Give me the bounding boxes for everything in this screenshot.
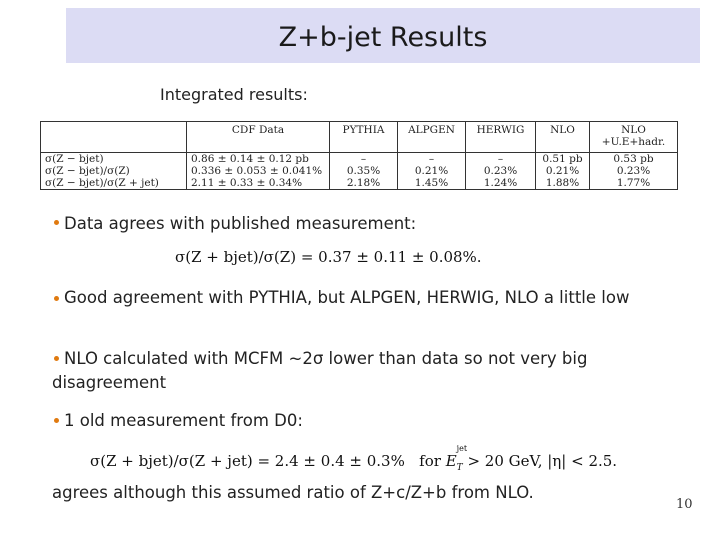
footer-text: agrees although this assumed ratio of Z+… bbox=[52, 483, 534, 502]
table-cell: 1.77% bbox=[589, 177, 678, 190]
table-row: σ(Z − bjet)/σ(Z + jet) 2.11 ± 0.33 ± 0.34… bbox=[41, 177, 678, 190]
title-bar bbox=[66, 8, 700, 63]
bullet-text: NLO calculated with MCFM ~2σ lower than … bbox=[52, 349, 588, 392]
header-row: CDF Data PYTHIA ALPGEN HERWIG NLO NLO +U.E+had… bbox=[40, 121, 678, 153]
table-cell: 0.35% bbox=[329, 165, 398, 177]
formula-part: for bbox=[419, 452, 441, 470]
bullet-text: Good agreement with PYTHIA, but ALPGEN, … bbox=[64, 288, 630, 307]
page-number: 10 bbox=[676, 497, 693, 512]
bullet-text: 1 old measurement from D0: bbox=[64, 411, 303, 430]
table-row: σ(Z − bjet)/σ(Z) 0.336 ± 0.053 ± 0.041% 0.… bbox=[41, 165, 678, 177]
header-cell: CDF Data bbox=[186, 121, 330, 153]
table-cell: 1.88% bbox=[535, 177, 590, 190]
table-cell bbox=[40, 121, 187, 153]
table-cell: 2.18% bbox=[329, 177, 398, 190]
table-cell: σ(Z − bjet)/σ(Z) bbox=[45, 165, 130, 177]
header-line: +U.E+hadr. bbox=[601, 136, 666, 148]
header-cell: PYTHIA bbox=[329, 121, 398, 153]
header-cell: ALPGEN bbox=[397, 121, 466, 153]
header-cell: HERWIG bbox=[465, 121, 536, 153]
table-cell: 0.51 pb bbox=[535, 152, 590, 165]
table-cell: 0.23% bbox=[465, 165, 536, 177]
formula: σ(Z + bjet)/σ(Z + jet) = 2.4 ± 0.4 ± 0.3… bbox=[90, 444, 618, 473]
header-line: NLO bbox=[621, 124, 646, 136]
table-cell: σ(Z − bjet) bbox=[45, 153, 104, 165]
bullet bbox=[54, 220, 59, 225]
table-cell: 0.23% bbox=[589, 165, 678, 177]
table-cell: 1.24% bbox=[465, 177, 536, 190]
formula-part: E bbox=[445, 452, 457, 470]
table-cell: 2.11 ± 0.33 ± 0.34% bbox=[186, 177, 330, 190]
table-cell: 1.45% bbox=[397, 177, 466, 190]
table-cell: 0.21% bbox=[397, 165, 466, 177]
table-cell: σ(Z − bjet)/σ(Z + jet) bbox=[45, 177, 159, 189]
table-cell: – bbox=[329, 152, 398, 165]
header-cell: NLO +U.E+hadr. bbox=[589, 121, 678, 153]
table-cell: 0.21% bbox=[535, 165, 590, 177]
bullet bbox=[54, 296, 59, 301]
bullet bbox=[54, 418, 59, 423]
table-row: σ(Z − bjet) 0.86 ± 0.14 ± 0.12 pb – – –0.51 … bbox=[41, 152, 678, 165]
subtitle: Integrated results: bbox=[160, 85, 308, 104]
formula: σ(Z + bjet)/σ(Z) = 0.37 ± 0.11 ± 0.08%. bbox=[175, 248, 482, 266]
table-cell: – bbox=[397, 152, 466, 165]
table-cell: 0.86 ± 0.14 ± 0.12 pb bbox=[186, 152, 330, 165]
formula-part: jet bbox=[456, 444, 468, 453]
header-cell: NLO bbox=[535, 121, 590, 153]
bullet-text: Data agrees with published measurement: bbox=[64, 214, 417, 233]
slide-title: Z+b-jet Results bbox=[278, 22, 488, 53]
formula-part: σ(Z + bjet)/σ(Z + jet) = 2.4 ± 0.4 ± 0.3… bbox=[90, 452, 405, 470]
table-cell: 0.53 pb bbox=[589, 152, 678, 165]
formula-part: T bbox=[456, 463, 463, 473]
table-cell: 0.336 ± 0.053 ± 0.041% bbox=[186, 165, 330, 177]
table-cell: – bbox=[465, 152, 536, 165]
results-table: CDF Data PYTHIA ALPGEN HERWIG NLO NLO +U.E+had… bbox=[40, 121, 678, 190]
formula-part: > 20 GeV, |η| < 2.5. bbox=[467, 452, 618, 470]
bullet bbox=[54, 356, 59, 361]
